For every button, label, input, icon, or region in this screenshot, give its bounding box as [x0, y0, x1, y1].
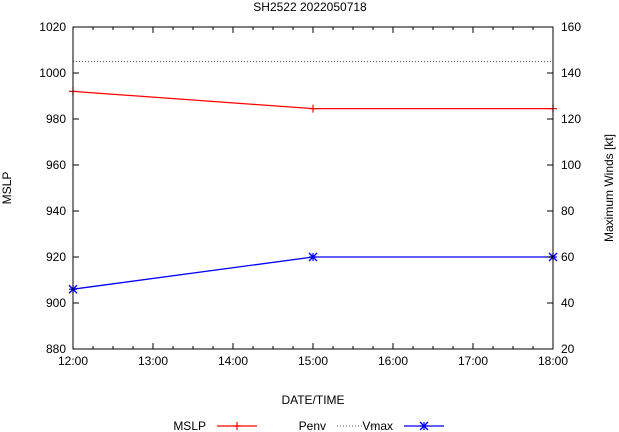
y-tick-label: 1000 — [39, 66, 66, 80]
legend-label-penv: Penv — [299, 419, 326, 432]
y2-tick-label: 80 — [561, 204, 575, 218]
y-tick-label: 940 — [46, 204, 66, 218]
legend-label-mslp: MSLP — [173, 419, 206, 432]
point-mslp — [309, 104, 317, 113]
y-axis-label: MSLP — [0, 172, 14, 205]
x-tick-label: 14:00 — [218, 354, 248, 368]
point-vmax — [308, 252, 318, 262]
x-axis-label: DATE/TIME — [281, 393, 344, 407]
y2-tick-label: 40 — [561, 296, 575, 310]
y-tick-label: 920 — [46, 250, 66, 264]
x-tick-label: 13:00 — [138, 354, 168, 368]
x-tick-label: 18:00 — [538, 354, 568, 368]
x-tick-label: 16:00 — [378, 354, 408, 368]
legend-marker-vmax — [419, 421, 429, 431]
y2-tick-label: 20 — [561, 342, 575, 356]
x-tick-label: 12:00 — [58, 354, 88, 368]
y-tick-label: 900 — [46, 296, 66, 310]
y-tick-label: 880 — [46, 342, 66, 356]
legend-label-vmax: Vmax — [362, 419, 393, 432]
y2-tick-label: 60 — [561, 250, 575, 264]
y2-tick-label: 160 — [561, 20, 581, 34]
series-line-vmax — [72, 256, 553, 290]
y2-axis-label: Maximum Winds [kt] — [602, 134, 616, 242]
y2-tick-label: 140 — [561, 66, 581, 80]
plot-area — [72, 26, 554, 350]
y-tick-label: 1020 — [39, 20, 66, 34]
y-tick-label: 980 — [46, 112, 66, 126]
y-tick-label: 960 — [46, 158, 66, 172]
x-tick-label: 15:00 — [298, 354, 328, 368]
chart-title: SH2522 2022050718 — [253, 0, 367, 14]
legend: MSLP Penv Vmax — [173, 419, 444, 432]
x-tick-label: 17:00 — [458, 354, 488, 368]
y2-tick-label: 100 — [561, 158, 581, 172]
y2-tick-label: 120 — [561, 112, 581, 126]
legend-marker-mslp — [233, 422, 241, 430]
